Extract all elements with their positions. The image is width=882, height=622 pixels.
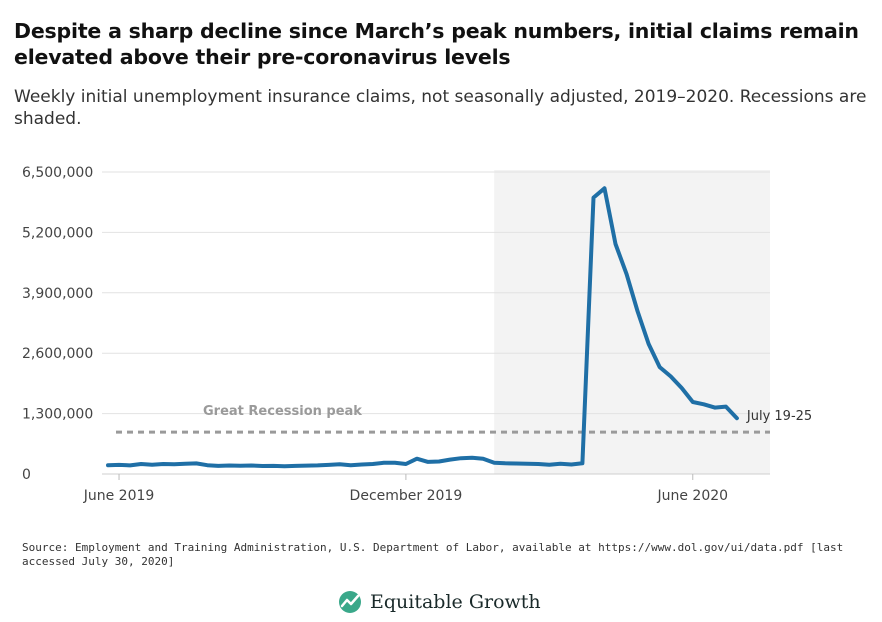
recession-shading [494,170,770,474]
y-tick-label: 2,600,000 [22,346,93,362]
brand-name: Equitable Growth [370,591,541,613]
x-tick-label: June 2020 [656,488,728,504]
y-tick-label: 0 [22,467,31,483]
y-tick-label: 5,200,000 [22,225,93,241]
line-chart: 0 1,300,000 2,600,000 3,900,000 5,200,000 6,5… [22,165,812,504]
brand-logo: Equitable Growth [338,590,541,614]
x-tick-label: June 2019 [83,488,155,504]
y-tick-label: 6,500,000 [22,165,93,181]
growth-leaf-icon [339,591,361,613]
great-recession-peak-label: Great Recession peak [203,404,362,419]
x-tick-label: December 2019 [350,488,463,504]
end-label: July 19-25 [746,409,812,424]
source-note: Source: Employment and Training Administ… [22,541,844,568]
y-tick-label: 3,900,000 [22,286,93,302]
claims-series-line [106,186,739,469]
chart-subtitle: Weekly initial unemployment insurance cl… [14,87,867,129]
y-tick-label: 1,300,000 [22,407,93,423]
chart-title: Despite a sharp decline since March’s pe… [14,19,859,69]
